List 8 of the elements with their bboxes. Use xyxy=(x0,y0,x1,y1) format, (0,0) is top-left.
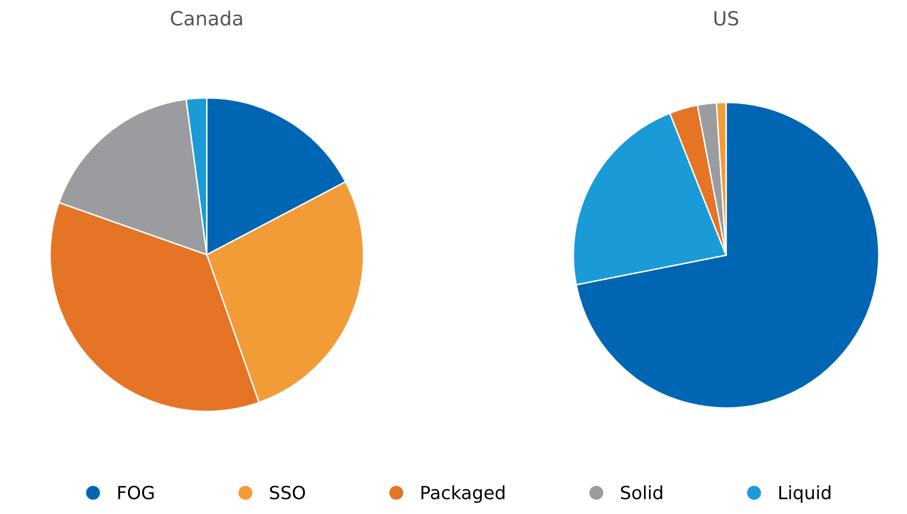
legend-label: Solid xyxy=(620,485,662,500)
pie-slice xyxy=(576,102,880,409)
legend-label: SSO xyxy=(270,486,305,500)
legend-label: Packaged xyxy=(422,485,504,503)
legend-label: Liquid xyxy=(779,485,830,503)
chart-title: Canada xyxy=(170,10,242,26)
chart-title: US xyxy=(714,10,738,26)
legend-label: FOG xyxy=(118,486,154,500)
